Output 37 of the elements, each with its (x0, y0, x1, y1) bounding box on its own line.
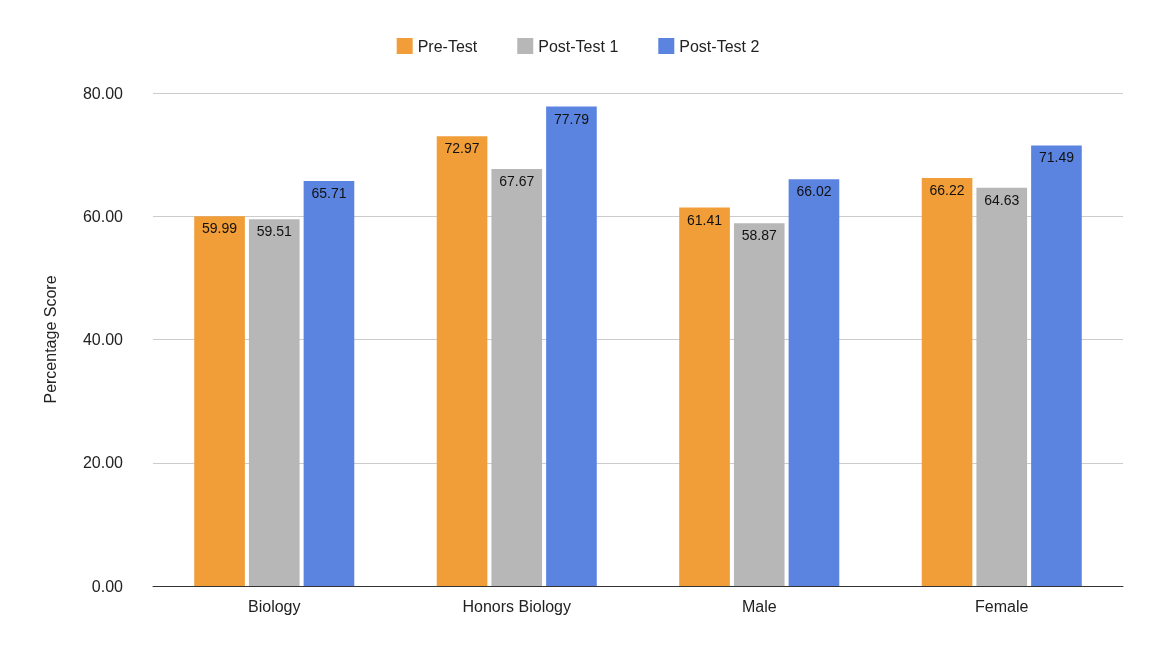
y-axis-title: Percentage Score (41, 275, 59, 404)
y-tick-label: 20.00 (82, 454, 124, 472)
data-label: 66.02 (796, 183, 832, 200)
data-label: 71.49 (1038, 149, 1075, 166)
data-label: 65.71 (311, 185, 347, 202)
bar (546, 106, 597, 586)
bar (679, 207, 730, 586)
x-tick-label: Male (741, 597, 777, 615)
legend-label: Pre-Test (417, 37, 478, 55)
y-tick-label: 40.00 (82, 331, 124, 348)
data-label: 58.87 (741, 227, 777, 244)
data-label: 59.99 (202, 220, 238, 237)
data-label: 77.79 (553, 110, 590, 127)
data-label: 59.51 (256, 223, 292, 240)
bar (921, 177, 973, 586)
y-tick-label: 0.00 (91, 577, 124, 595)
data-label: 61.41 (687, 211, 723, 228)
data-label: 72.97 (444, 140, 480, 157)
bar (733, 223, 785, 586)
x-tick-label: Female (975, 597, 1029, 615)
data-label: 64.63 (984, 191, 1020, 208)
data-label: 66.22 (929, 181, 965, 198)
bar (194, 216, 245, 586)
legend-label: Post-Test 2 (679, 37, 760, 55)
bar (303, 181, 355, 586)
x-tick-label: Biology (248, 597, 301, 615)
bar (788, 179, 840, 586)
data-label: 67.67 (499, 172, 535, 189)
legend-label: Post-Test 1 (538, 37, 619, 55)
y-tick-label: 80.00 (82, 84, 124, 102)
x-tick-label: Honors Biology (462, 597, 571, 615)
bar (248, 219, 300, 586)
bar (436, 136, 488, 586)
y-tick-label: 60.00 (82, 207, 124, 225)
bar (976, 187, 1028, 586)
bar (491, 168, 543, 586)
bar (1031, 145, 1082, 586)
